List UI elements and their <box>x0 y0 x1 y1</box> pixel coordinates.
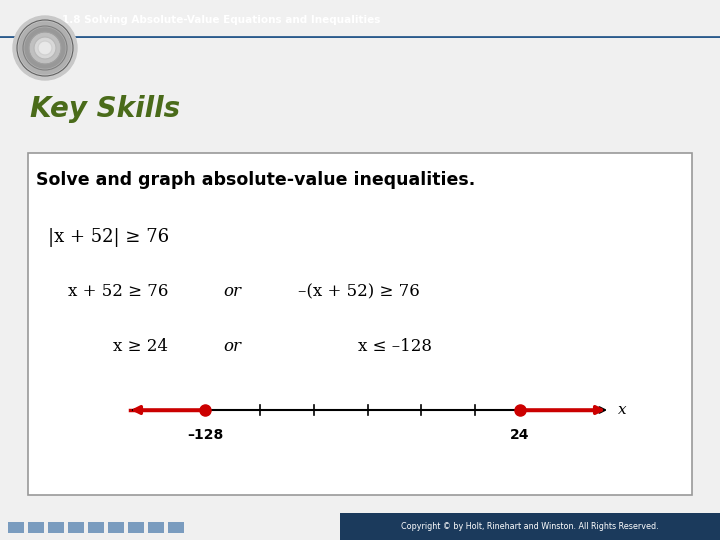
Circle shape <box>35 38 55 58</box>
FancyBboxPatch shape <box>148 522 164 533</box>
Circle shape <box>39 42 51 54</box>
Text: Key Skills: Key Skills <box>30 95 180 123</box>
Text: Solve and graph absolute-value inequalities.: Solve and graph absolute-value inequalit… <box>36 171 475 189</box>
Circle shape <box>19 22 71 74</box>
Text: or: or <box>223 283 241 300</box>
FancyBboxPatch shape <box>168 522 184 533</box>
Text: or: or <box>223 338 241 355</box>
FancyBboxPatch shape <box>340 513 720 540</box>
Text: 24: 24 <box>510 428 530 442</box>
FancyBboxPatch shape <box>28 522 44 533</box>
Text: –(x + 52) ≥ 76: –(x + 52) ≥ 76 <box>298 283 420 300</box>
FancyBboxPatch shape <box>88 522 104 533</box>
Circle shape <box>25 28 65 68</box>
Circle shape <box>13 16 77 80</box>
Text: |x + 52| ≥ 76: |x + 52| ≥ 76 <box>48 228 169 247</box>
FancyBboxPatch shape <box>28 153 692 495</box>
Text: x: x <box>618 403 626 417</box>
Text: 1.8 Solving Absolute-Value Equations and Inequalities: 1.8 Solving Absolute-Value Equations and… <box>62 15 380 25</box>
FancyBboxPatch shape <box>128 522 144 533</box>
Text: x ≤ –128: x ≤ –128 <box>358 338 432 355</box>
Text: x ≥ 24: x ≥ 24 <box>113 338 168 355</box>
Circle shape <box>30 33 60 63</box>
Text: x + 52 ≥ 76: x + 52 ≥ 76 <box>68 283 168 300</box>
FancyBboxPatch shape <box>48 522 64 533</box>
FancyBboxPatch shape <box>68 522 84 533</box>
FancyBboxPatch shape <box>8 522 24 533</box>
FancyBboxPatch shape <box>108 522 124 533</box>
Text: –128: –128 <box>187 428 223 442</box>
Text: Copyright © by Holt, Rinehart and Winston. All Rights Reserved.: Copyright © by Holt, Rinehart and Winsto… <box>401 522 659 531</box>
